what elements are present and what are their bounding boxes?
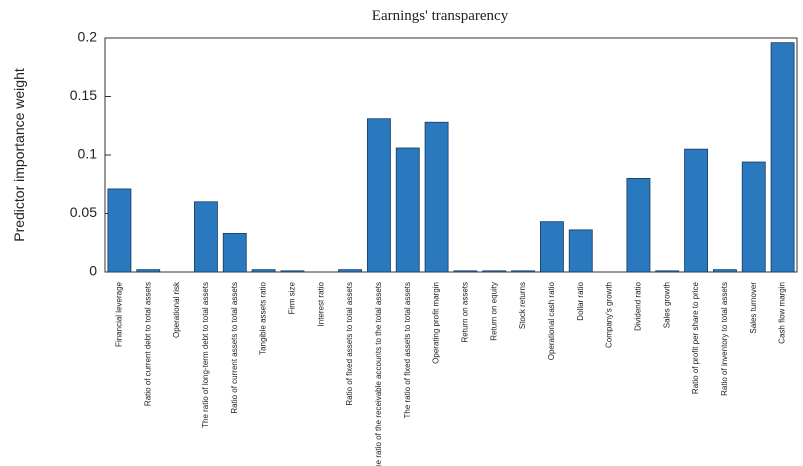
bar xyxy=(281,271,304,272)
bar xyxy=(713,270,736,272)
bar xyxy=(569,230,592,272)
bar xyxy=(252,270,275,272)
bar xyxy=(194,202,217,272)
x-tick-label: Ratio of inventory to total assets xyxy=(720,282,729,396)
bar xyxy=(137,270,160,272)
bar xyxy=(540,222,563,272)
x-tick-label: Operational cash ratio xyxy=(547,281,556,360)
bar xyxy=(627,178,650,272)
x-tick-label: The ratio of long-term debt to total ass… xyxy=(201,282,210,428)
bar xyxy=(483,271,506,272)
x-tick-label: Return on assets xyxy=(461,282,470,342)
y-tick-label: 0 xyxy=(89,263,97,279)
bar xyxy=(339,270,362,272)
bar xyxy=(742,162,765,272)
y-tick-label: 0.2 xyxy=(78,29,98,45)
x-tick-label: Financial leverage xyxy=(115,281,124,346)
bar xyxy=(223,233,246,272)
x-tick-label: Return on equity xyxy=(489,282,498,341)
x-tick-label: Dividend ratio xyxy=(634,281,643,330)
x-tick-label: Stock returns xyxy=(518,282,527,329)
bar xyxy=(656,271,679,272)
x-tick-label: Dollar ratio xyxy=(576,281,585,320)
y-axis-label: Predictor importance weight xyxy=(11,68,27,242)
bar xyxy=(425,122,448,272)
bar xyxy=(685,149,708,272)
y-tick-label: 0.05 xyxy=(70,204,97,220)
x-tick-label: Ratio of profit per share to price xyxy=(691,281,700,394)
x-tick-label: Ratio of current debt to total assets xyxy=(143,282,152,406)
x-tick-label: Firm size xyxy=(288,281,297,314)
bar xyxy=(512,271,535,272)
x-tick-label: Ratio of fixed assets to total assets xyxy=(345,282,354,406)
x-tick-label: The ratio of fixed assets to total asset… xyxy=(403,282,412,419)
x-tick-label: The ratio of the receivable accounts to … xyxy=(374,282,383,466)
x-tick-label: Operating profit margin xyxy=(432,282,441,364)
bar xyxy=(396,148,419,272)
x-tick-label: Cash flow margin xyxy=(778,282,787,344)
x-tick-label: Company's growth xyxy=(605,282,614,348)
x-tick-label: Ratio of current assets to total assets xyxy=(230,282,239,414)
bar xyxy=(108,189,131,272)
bar xyxy=(454,271,477,272)
x-tick-label: Sales growth xyxy=(662,282,671,328)
chart: Earnings' transparency Predictor importa… xyxy=(0,0,803,466)
x-tick-label: Operational risk xyxy=(172,281,181,338)
bar xyxy=(771,43,794,272)
x-tick-label: Sales turnover xyxy=(749,282,758,334)
x-tick-label: Tangible assets ratio xyxy=(259,281,268,354)
bar xyxy=(367,119,390,272)
y-tick-label: 0.1 xyxy=(78,146,98,162)
y-tick-label: 0.15 xyxy=(70,87,97,103)
chart-title: Earnings' transparency xyxy=(372,8,509,24)
x-tick-label: Interest ratio xyxy=(316,281,325,326)
